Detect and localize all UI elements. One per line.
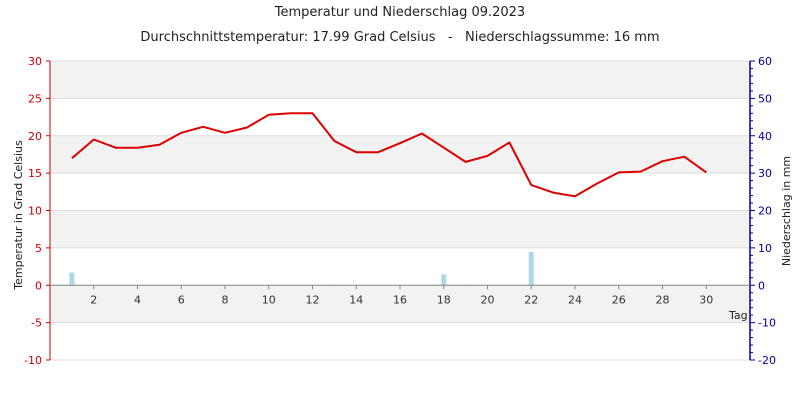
x-tick-label: 16 — [393, 293, 407, 306]
plot-band — [50, 247, 750, 286]
y-tick-label-left: 5 — [35, 242, 42, 255]
x-tick-label: 8 — [222, 293, 229, 306]
y-tick-label-left: 20 — [28, 130, 42, 143]
x-tick-label: 2 — [90, 293, 97, 306]
y-tick-label-right: 50 — [758, 92, 772, 105]
y-tick-label-right: 60 — [758, 55, 772, 68]
y-tick-label-right: 40 — [758, 130, 772, 143]
x-tick-label: 30 — [699, 293, 713, 306]
precipitation-bar — [69, 272, 75, 286]
y-tick-label-left: 10 — [28, 205, 42, 218]
precipitation-bar — [528, 251, 534, 286]
y-tick-label-left: 15 — [28, 167, 42, 180]
plot-band — [50, 61, 750, 99]
x-tick-label: 26 — [612, 293, 626, 306]
plot-band — [50, 210, 750, 248]
y-tick-label-left: 30 — [28, 55, 42, 68]
plot-band — [50, 173, 750, 211]
y-tick-label-right: -20 — [758, 354, 776, 367]
x-tick-label: 20 — [481, 293, 495, 306]
y-tick-label-left: 25 — [28, 92, 42, 105]
plot-band — [50, 135, 750, 174]
y-tick-label-right: 20 — [758, 205, 772, 218]
y-tick-label-left: -10 — [24, 354, 42, 367]
x-tick-label: 14 — [349, 293, 363, 306]
y-tick-label-left: -5 — [31, 317, 42, 330]
x-tick-label: 10 — [262, 293, 276, 306]
plot-band — [50, 285, 750, 323]
chart-title: Temperatur und Niederschlag 09.2023 — [274, 5, 525, 20]
plot-background — [50, 61, 750, 360]
axes — [46, 60, 755, 361]
plot-band — [50, 98, 750, 136]
x-tick-label: 22 — [524, 293, 538, 306]
y-tick-label-right: -10 — [758, 317, 776, 330]
temperature-line-group — [71, 112, 707, 198]
x-tick-label: 6 — [178, 293, 185, 306]
y-tick-label-right: 30 — [758, 167, 772, 180]
y-tick-label-left: 0 — [35, 279, 42, 292]
x-tick-label: 18 — [437, 293, 451, 306]
y-axis-label-right: Niederschlag in mm — [780, 156, 793, 266]
x-tick-label: 28 — [656, 293, 670, 306]
x-tick-label: 12 — [306, 293, 320, 306]
y-tick-label-right: 0 — [758, 279, 765, 292]
precipitation-bar — [441, 274, 447, 286]
y-tick-label-right: 10 — [758, 242, 772, 255]
plot-band — [50, 322, 750, 360]
chart-subtitle: Durchschnittstemperatur: 17.99 Grad Cels… — [140, 30, 659, 45]
x-axis-label: Tag — [728, 309, 748, 322]
x-tick-label: 24 — [568, 293, 582, 306]
x-tick-label: 4 — [134, 293, 141, 306]
y-axis-label-left: Temperatur in Grad Celsius — [12, 140, 25, 291]
temperature-line — [71, 112, 707, 198]
